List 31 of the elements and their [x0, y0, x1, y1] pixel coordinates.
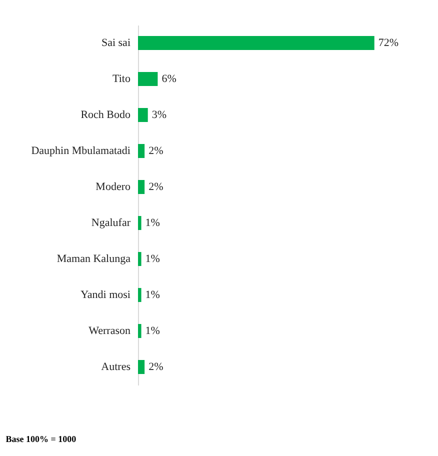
data-label: 1%	[145, 289, 160, 301]
y-tick-label: Tito	[112, 73, 131, 85]
data-label: 2%	[148, 361, 164, 373]
data-label: 2%	[148, 181, 164, 193]
bar	[138, 36, 374, 50]
bar	[138, 180, 145, 194]
bar	[138, 360, 145, 374]
data-label: 3%	[152, 109, 167, 121]
bar	[138, 252, 142, 266]
y-tick-label: Modero	[96, 181, 131, 193]
data-label: 1%	[145, 217, 160, 229]
y-tick-label: Ngalufar	[91, 217, 131, 229]
y-tick-label: Yandi mosi	[80, 289, 130, 301]
bar	[138, 144, 145, 158]
y-tick-label: Autres	[101, 361, 130, 373]
data-label: 2%	[148, 145, 164, 157]
text: Base 100% = 1000	[6, 434, 77, 444]
data-label: 6%	[162, 73, 176, 85]
y-tick-label: Roch Bodo	[80, 109, 131, 121]
bar	[138, 288, 142, 302]
bar	[138, 324, 142, 338]
bar	[138, 216, 142, 230]
data-label: 72%	[378, 37, 399, 49]
y-tick-label: Maman Kalunga	[56, 253, 131, 265]
data-label: 1%	[145, 253, 160, 265]
bar	[138, 72, 158, 86]
bar	[138, 108, 148, 122]
y-tick-label: Dauphin Mbulamatadi	[31, 145, 130, 157]
y-tick-label: Werrason	[88, 325, 131, 337]
y-tick-label: Sai sai	[101, 37, 130, 49]
data-label: 1%	[145, 325, 160, 337]
